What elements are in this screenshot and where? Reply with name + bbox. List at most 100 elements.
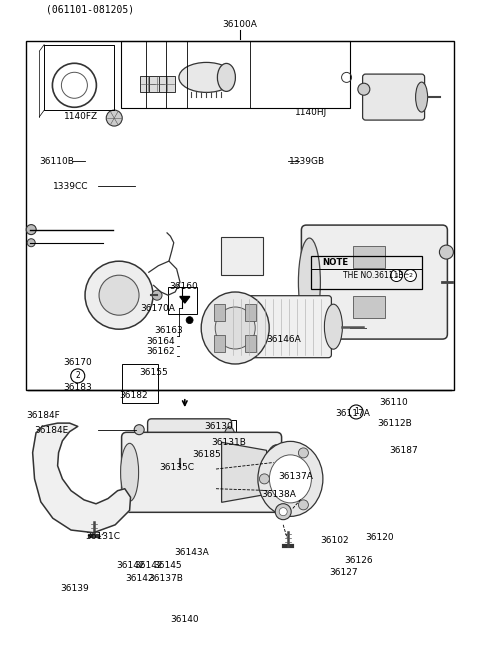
Ellipse shape bbox=[215, 307, 255, 349]
Text: 36137A: 36137A bbox=[278, 472, 313, 481]
Text: 36142: 36142 bbox=[134, 561, 163, 570]
Ellipse shape bbox=[269, 455, 312, 503]
Circle shape bbox=[61, 72, 87, 98]
Text: 36142: 36142 bbox=[125, 574, 154, 583]
Ellipse shape bbox=[258, 441, 323, 516]
Text: 36137B: 36137B bbox=[148, 574, 183, 583]
Text: 36187: 36187 bbox=[389, 445, 418, 455]
Circle shape bbox=[279, 508, 287, 516]
Text: 1140FZ: 1140FZ bbox=[63, 112, 98, 121]
Text: 36102: 36102 bbox=[321, 536, 349, 545]
Circle shape bbox=[358, 83, 370, 95]
Circle shape bbox=[259, 474, 269, 484]
Circle shape bbox=[439, 245, 454, 259]
Bar bbox=[168, 287, 197, 314]
Ellipse shape bbox=[264, 445, 289, 500]
Circle shape bbox=[404, 270, 416, 281]
Circle shape bbox=[152, 290, 162, 300]
Text: 36184F: 36184F bbox=[26, 411, 60, 420]
FancyBboxPatch shape bbox=[149, 76, 166, 92]
Text: 36146A: 36146A bbox=[266, 335, 300, 344]
Ellipse shape bbox=[217, 64, 235, 91]
Text: THE NO.36111B :: THE NO.36111B : bbox=[343, 271, 408, 280]
Bar bbox=[26, 41, 454, 390]
Text: (061101-081205): (061101-081205) bbox=[46, 4, 134, 14]
Text: 36170A: 36170A bbox=[140, 304, 175, 313]
Polygon shape bbox=[222, 442, 266, 502]
Text: 36112B: 36112B bbox=[378, 419, 412, 428]
Text: 1: 1 bbox=[354, 407, 359, 417]
Ellipse shape bbox=[416, 82, 428, 112]
Text: 36160: 36160 bbox=[169, 282, 198, 291]
Circle shape bbox=[349, 405, 363, 419]
Text: 36120: 36120 bbox=[365, 533, 394, 543]
Text: 36110: 36110 bbox=[379, 398, 408, 407]
Text: 36110B: 36110B bbox=[39, 157, 74, 166]
Text: 36131B: 36131B bbox=[212, 438, 246, 447]
Text: 36117A: 36117A bbox=[335, 409, 370, 418]
Circle shape bbox=[134, 424, 144, 435]
Circle shape bbox=[299, 448, 308, 458]
Text: 2: 2 bbox=[408, 273, 412, 278]
Bar bbox=[121, 41, 350, 108]
FancyBboxPatch shape bbox=[301, 225, 447, 339]
FancyBboxPatch shape bbox=[245, 335, 256, 352]
Text: 36143A: 36143A bbox=[175, 548, 209, 557]
FancyBboxPatch shape bbox=[221, 237, 264, 275]
Text: 2: 2 bbox=[75, 371, 80, 380]
FancyBboxPatch shape bbox=[245, 304, 256, 321]
Text: 36145: 36145 bbox=[154, 561, 182, 570]
Circle shape bbox=[26, 224, 36, 235]
Ellipse shape bbox=[224, 427, 236, 455]
Ellipse shape bbox=[299, 238, 321, 326]
FancyBboxPatch shape bbox=[148, 419, 232, 463]
Bar bbox=[122, 364, 158, 403]
Text: 36185: 36185 bbox=[192, 450, 221, 459]
Ellipse shape bbox=[120, 443, 139, 501]
Text: 1339GB: 1339GB bbox=[289, 157, 325, 166]
Circle shape bbox=[275, 504, 291, 520]
Circle shape bbox=[299, 500, 308, 510]
Text: 36155: 36155 bbox=[139, 368, 168, 377]
Text: 1339CC: 1339CC bbox=[53, 182, 89, 191]
Text: 36142: 36142 bbox=[116, 561, 145, 570]
Text: 36164: 36164 bbox=[146, 337, 175, 346]
FancyBboxPatch shape bbox=[362, 74, 425, 120]
Text: 36127: 36127 bbox=[329, 568, 358, 577]
Bar bbox=[311, 256, 422, 289]
Circle shape bbox=[71, 369, 85, 383]
Text: 36162: 36162 bbox=[146, 347, 175, 356]
FancyBboxPatch shape bbox=[353, 246, 385, 268]
Text: 36100A: 36100A bbox=[223, 20, 257, 30]
Text: 36130: 36130 bbox=[204, 422, 233, 431]
Text: 36170: 36170 bbox=[63, 358, 92, 367]
Circle shape bbox=[27, 239, 35, 247]
Text: NOTE: NOTE bbox=[322, 258, 348, 267]
FancyBboxPatch shape bbox=[140, 76, 156, 92]
Circle shape bbox=[85, 261, 153, 329]
Text: 36138A: 36138A bbox=[261, 490, 296, 499]
Polygon shape bbox=[33, 423, 131, 533]
Text: 36163: 36163 bbox=[155, 326, 183, 335]
FancyBboxPatch shape bbox=[214, 335, 225, 352]
Circle shape bbox=[99, 276, 139, 315]
Ellipse shape bbox=[201, 292, 269, 364]
Text: 36183: 36183 bbox=[63, 383, 92, 392]
Ellipse shape bbox=[324, 304, 342, 349]
FancyBboxPatch shape bbox=[121, 432, 282, 512]
Text: 36126: 36126 bbox=[345, 556, 373, 565]
FancyBboxPatch shape bbox=[226, 296, 331, 358]
Text: 36182: 36182 bbox=[119, 391, 148, 400]
Text: 36131C: 36131C bbox=[86, 532, 120, 541]
FancyBboxPatch shape bbox=[353, 296, 385, 318]
Text: 36140: 36140 bbox=[170, 615, 199, 625]
Text: ~: ~ bbox=[404, 272, 409, 279]
Text: 36135C: 36135C bbox=[159, 462, 194, 472]
Polygon shape bbox=[180, 297, 190, 303]
Circle shape bbox=[106, 110, 122, 126]
FancyBboxPatch shape bbox=[214, 304, 225, 321]
Text: 1140HJ: 1140HJ bbox=[295, 108, 327, 117]
Text: 1: 1 bbox=[395, 273, 398, 278]
Circle shape bbox=[186, 317, 193, 323]
Text: 36184E: 36184E bbox=[35, 426, 69, 435]
